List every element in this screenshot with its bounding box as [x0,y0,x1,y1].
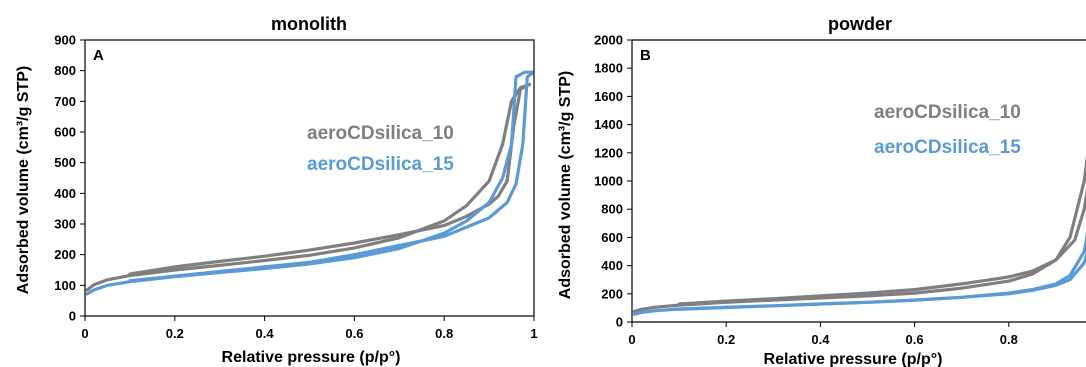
legend-aerocdsilica-15-monolith: aeroCDsilica_15 [307,154,454,175]
x-tick-label: 0.2 [717,332,735,347]
series-line-aerocdsilica-10-desorption-monolith [128,82,532,276]
y-axis-label-powder: Adsorbed volume (cm³/g STP) [557,71,574,299]
y-tick-label: 600 [54,125,76,140]
series-line-aerocdsilica-15-desorption-monolith [128,70,534,283]
plot-frame-monolith [84,39,535,317]
panel-powder: powder Relative pressure (p/p°) Adsorbed… [557,14,1086,367]
x-tick-label: 0 [81,326,88,341]
x-tick-label: 0 [628,332,635,347]
y-tick-label: 1600 [594,89,623,104]
y-tick-label: 400 [54,186,76,201]
ticks-monolith: 0 0.2 0.4 0.6 0.8 1 0 100 200 300 400 500 600 700 800 9… [54,33,537,342]
y-tick-label: 1000 [594,174,623,189]
y-tick-label: 100 [54,278,76,293]
x-axis-label-powder: Relative pressure (p/p°) [764,351,943,367]
y-tick-label: 0 [69,309,76,324]
x-tick-label: 0.4 [811,332,830,347]
y-tick-label: 1400 [594,117,623,132]
panel-monolith: monolith Relative pressure (p/p°) Adsorb… [15,14,538,366]
y-tick-label: 800 [601,202,623,217]
series-line-aerocdsilica-15-desorption-powder [677,251,1086,311]
x-tick-label: 0.2 [166,326,184,341]
y-axis-label-monolith: Adsorbed volume (cm³/g STP) [15,66,32,294]
y-tick-label: 400 [601,258,623,273]
y-tick-label: 200 [601,286,623,301]
series-lines-monolith [85,70,534,296]
legend-aerocdsilica-10-monolith: aeroCDsilica_10 [307,123,454,144]
ticks-powder: 0 0.2 0.4 0.6 0.8 0 200 400 600 800 1000 1200 1400 16… [594,33,1018,348]
chart-title-monolith: monolith [271,14,347,34]
legend-aerocdsilica-15-powder: aeroCDsilica_15 [874,137,1021,158]
series-line-aerocdsilica-10-adsorption-monolith [85,82,532,292]
x-tick-label: 0.8 [435,326,453,341]
y-tick-label: 1200 [594,145,623,160]
series-lines-powder [632,155,1086,316]
x-tick-label: 0.4 [256,326,275,341]
panel-label-a: A [93,47,104,64]
y-tick-label: 2000 [594,33,623,48]
y-tick-label: 500 [54,155,76,170]
y-tick-label: 200 [54,247,76,262]
x-tick-label: 0.6 [345,326,363,341]
x-tick-label: 0.8 [1000,332,1018,347]
y-tick-label: 600 [601,230,623,245]
y-tick-label: 0 [616,315,623,330]
series-line-aerocdsilica-15-adsorption-monolith [85,70,534,296]
legend-aerocdsilica-10-powder: aeroCDsilica_10 [874,102,1021,123]
x-axis-label-monolith: Relative pressure (p/p°) [222,349,401,366]
y-tick-label: 300 [54,217,76,232]
plot-frame-powder [631,39,1086,323]
series-line-aerocdsilica-10-desorption-powder [677,188,1086,306]
series-line-aerocdsilica-15-adsorption-powder [632,233,1086,316]
y-tick-label: 800 [54,63,76,78]
chart-title-powder: powder [828,14,892,34]
y-tick-label: 1800 [594,61,623,76]
y-tick-label: 900 [54,33,76,48]
y-tick-label: 700 [54,94,76,109]
x-tick-label: 1 [530,326,537,341]
panel-label-b: B [640,47,651,64]
x-tick-label: 0.6 [906,332,924,347]
